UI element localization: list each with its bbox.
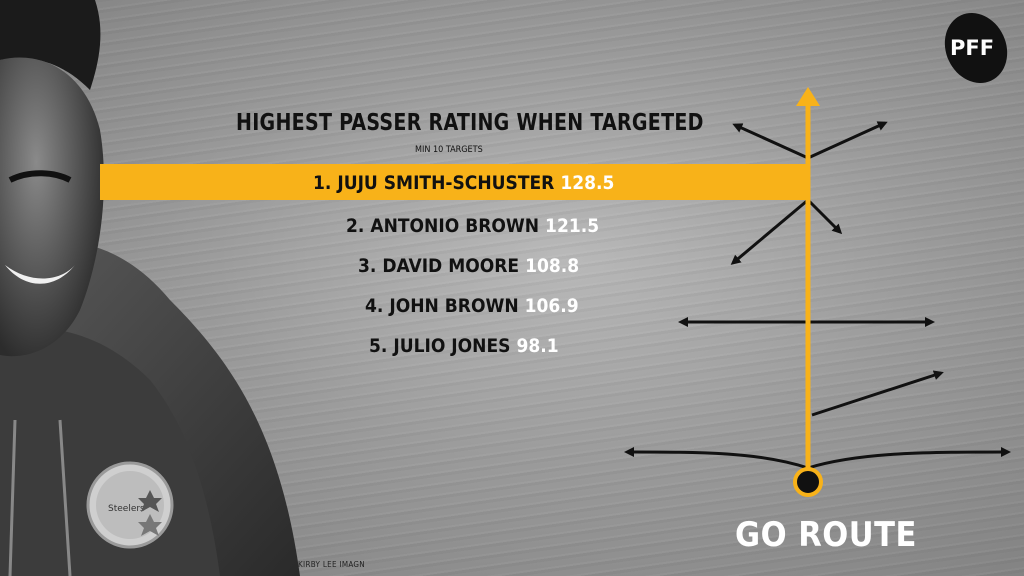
ranking-label: 4. JOHN BROWN xyxy=(365,295,519,317)
route-label: GO ROUTE xyxy=(735,515,917,555)
ranking-value: 106.9 xyxy=(524,295,579,317)
highlight-bar xyxy=(100,164,810,200)
corner-route xyxy=(811,370,944,417)
ranking-label: 3. DAVID MOORE xyxy=(358,255,520,277)
ranking-value: 108.8 xyxy=(525,255,580,277)
pff-logo-text: PFF xyxy=(950,36,994,60)
receiver-start-marker xyxy=(793,467,823,497)
ranking-label: 2. ANTONIO BROWN xyxy=(346,215,540,237)
ranking-row-3: 3. DAVID MOORE 108.8 xyxy=(358,255,579,277)
ranking-row-4: 4. JOHN BROWN 106.9 xyxy=(365,295,579,317)
team-logo-text: Steelers xyxy=(108,504,145,514)
ranking-row-1: 1. JUJU SMITH-SCHUSTER 128.5 xyxy=(313,172,614,194)
flat-route-right xyxy=(807,447,1011,470)
ranking-row-2: 2. ANTONIO BROWN 121.5 xyxy=(346,215,599,237)
slant-route-right xyxy=(806,198,843,235)
post-route-right xyxy=(807,121,888,160)
go-route-arrowhead xyxy=(796,87,820,106)
player-photo: Steelers xyxy=(0,0,300,576)
ranking-value: 121.5 xyxy=(545,215,600,237)
flat-route-left xyxy=(624,447,809,470)
ranking-value: 128.5 xyxy=(560,172,615,194)
ranking-label: 5. JULIO JONES xyxy=(369,335,511,357)
ranking-row-5: 5. JULIO JONES 98.1 xyxy=(369,335,559,357)
post-route-left xyxy=(732,123,809,160)
ranking-value: 98.1 xyxy=(516,335,559,357)
chart-title: HIGHEST PASSER RATING WHEN TARGETED xyxy=(236,110,704,136)
chart-subtitle: MIN 10 TARGETS xyxy=(415,145,483,155)
ranking-label: 1. JUJU SMITH-SCHUSTER xyxy=(313,172,555,194)
photo-credit: KIRBY LEE IMAGN xyxy=(298,560,365,569)
slant-route-left xyxy=(730,198,809,265)
pff-logo: PFF xyxy=(940,12,1012,84)
